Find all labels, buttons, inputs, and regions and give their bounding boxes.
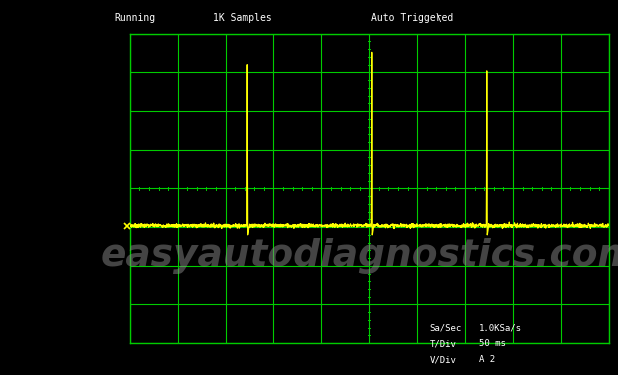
Text: \: \ [436, 13, 442, 23]
Text: Sa/Sec: Sa/Sec [430, 324, 462, 333]
Text: Running: Running [114, 13, 156, 23]
Text: 1K Samples: 1K Samples [213, 13, 272, 23]
Text: A 2: A 2 [479, 355, 495, 364]
Text: 1.0KSa/s: 1.0KSa/s [479, 324, 522, 333]
Text: V/Div: V/Div [430, 355, 456, 364]
Text: 50 ms: 50 ms [479, 339, 506, 348]
Text: easyautodiagnostics.com: easyautodiagnostics.com [101, 238, 618, 274]
Text: Auto Triggered: Auto Triggered [371, 13, 453, 23]
Text: T/Div: T/Div [430, 339, 456, 348]
